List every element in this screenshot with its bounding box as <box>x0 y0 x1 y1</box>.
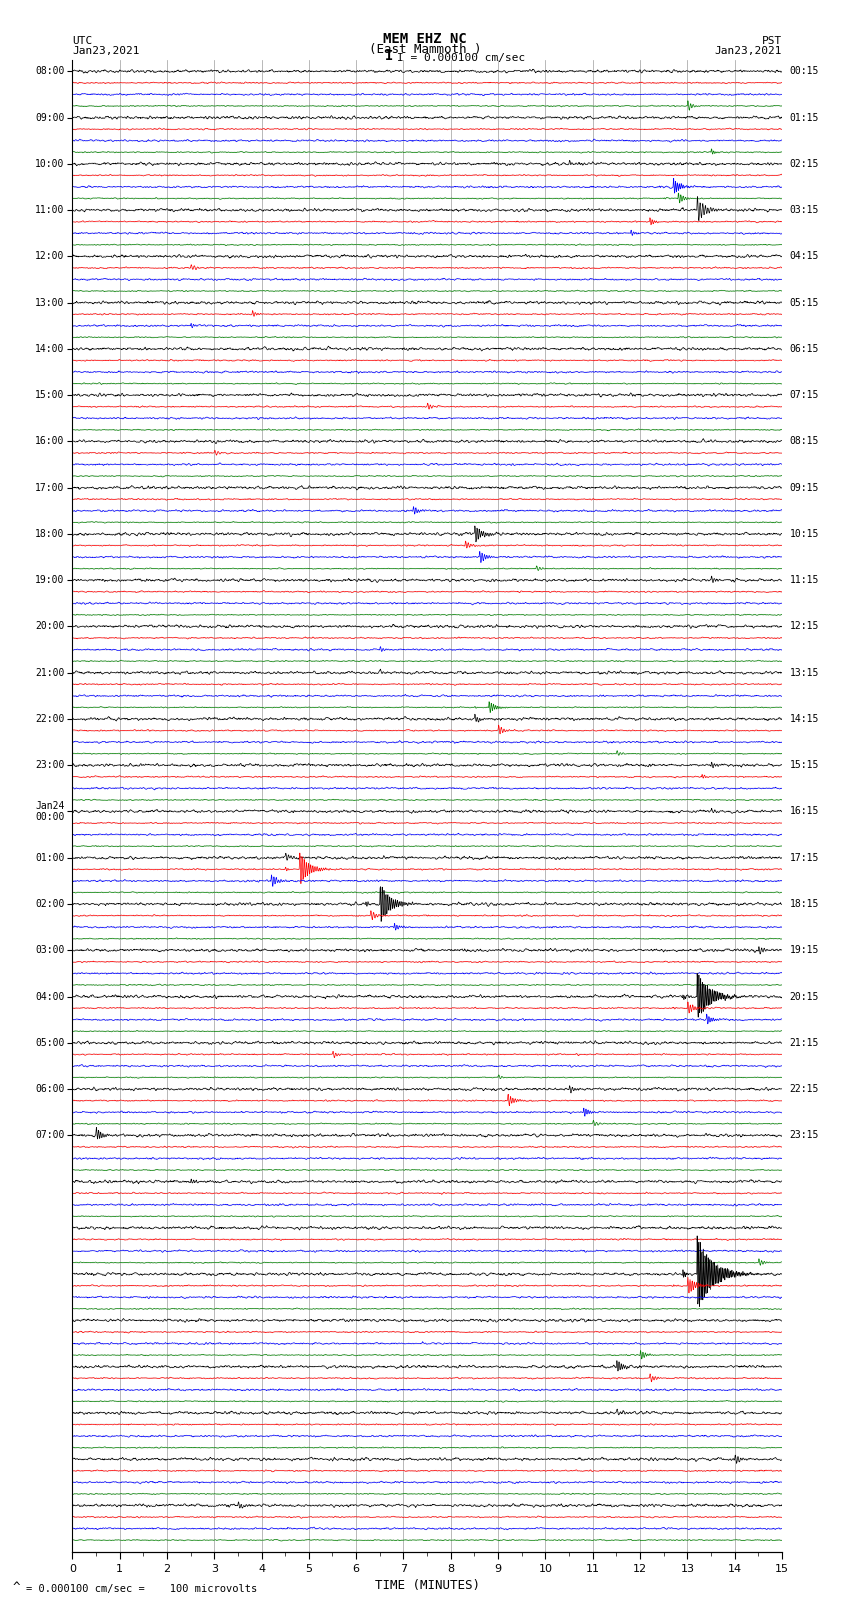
Text: = 0.000100 cm/sec =    100 microvolts: = 0.000100 cm/sec = 100 microvolts <box>26 1584 257 1594</box>
Text: I: I <box>385 48 394 63</box>
X-axis label: TIME (MINUTES): TIME (MINUTES) <box>375 1579 479 1592</box>
Text: Jan23,2021: Jan23,2021 <box>715 45 782 56</box>
Text: Jan23,2021: Jan23,2021 <box>72 45 139 56</box>
Text: ^: ^ <box>13 1581 20 1594</box>
Text: UTC: UTC <box>72 35 93 45</box>
Text: PST: PST <box>762 35 782 45</box>
Text: (East Mammoth ): (East Mammoth ) <box>369 42 481 56</box>
Text: MEM EHZ NC: MEM EHZ NC <box>383 32 467 45</box>
Text: I = 0.000100 cm/sec: I = 0.000100 cm/sec <box>397 53 525 63</box>
